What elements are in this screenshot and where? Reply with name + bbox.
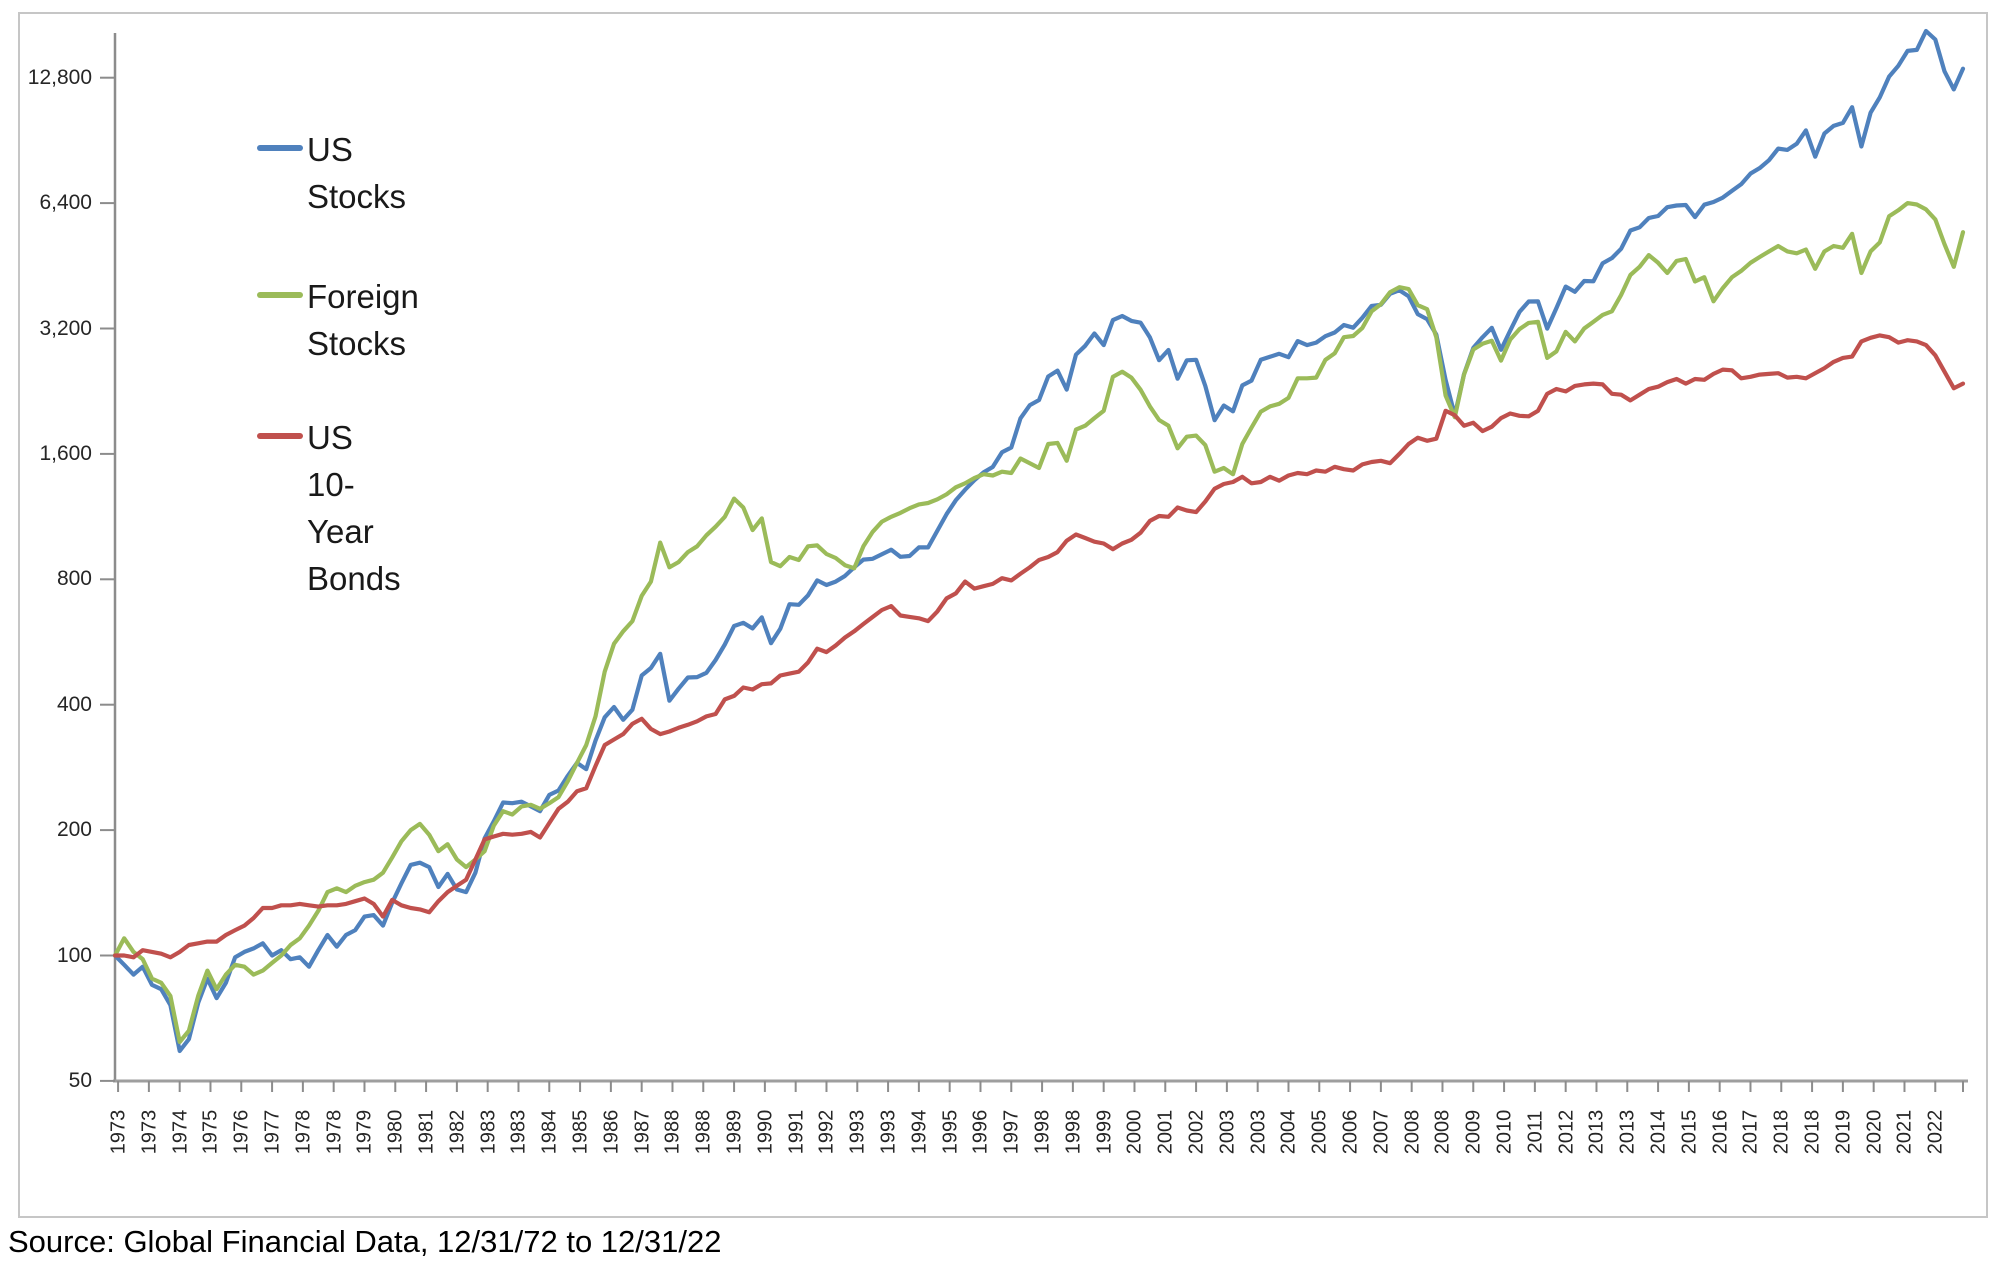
x-tick-label: 2010 bbox=[1493, 1109, 1516, 1155]
source-note: Source: Global Financial Data, 12/31/72 … bbox=[8, 1224, 722, 1259]
x-tick-label: 1982 bbox=[446, 1109, 469, 1155]
x-tick-label: 2013 bbox=[1585, 1109, 1608, 1155]
x-tick-label: 1978 bbox=[292, 1109, 315, 1155]
x-tick-label: 1975 bbox=[199, 1109, 222, 1155]
series-line-foreign-stocks bbox=[112, 201, 1966, 1045]
x-tick-label: 2016 bbox=[1709, 1109, 1732, 1155]
foreign-stocks-line-swatch bbox=[257, 292, 303, 298]
y-tick-label: 3,200 bbox=[39, 316, 92, 340]
x-tick-label: 1987 bbox=[631, 1109, 654, 1155]
x-tick-label: 1983 bbox=[477, 1109, 500, 1155]
x-tick-label: 1994 bbox=[908, 1109, 931, 1155]
x-tick-label: 2006 bbox=[1339, 1109, 1362, 1155]
x-tick-label: 2022 bbox=[1924, 1109, 1947, 1155]
x-tick-label: 2017 bbox=[1739, 1109, 1762, 1155]
x-tick-label: 2019 bbox=[1832, 1109, 1855, 1155]
x-tick-label: 1973 bbox=[107, 1109, 130, 1155]
x-tick-label: 2011 bbox=[1524, 1110, 1547, 1154]
x-tick-label: 2018 bbox=[1770, 1109, 1793, 1155]
x-tick-label: 1974 bbox=[169, 1109, 192, 1155]
x-tick-label: 1993 bbox=[877, 1109, 900, 1155]
x-tick-label: 2005 bbox=[1308, 1109, 1331, 1155]
x-tick-label: 1980 bbox=[384, 1109, 407, 1155]
x-tick-label: 1998 bbox=[1031, 1109, 1054, 1155]
x-tick-label: 2018 bbox=[1801, 1109, 1824, 1155]
legend-item-us-10-year-bonds: US 10-Year Bonds bbox=[257, 414, 401, 602]
x-tick-label: 2000 bbox=[1123, 1109, 1146, 1155]
x-tick-label: 1986 bbox=[600, 1109, 623, 1155]
x-tick-label: 2013 bbox=[1616, 1109, 1639, 1155]
x-tick-label: 1981 bbox=[415, 1109, 438, 1155]
x-tick-label: 1973 bbox=[138, 1109, 161, 1155]
x-tick-label: 2001 bbox=[1154, 1109, 1177, 1155]
x-tick-label: 1978 bbox=[323, 1109, 346, 1155]
x-tick-label: 2008 bbox=[1431, 1109, 1454, 1155]
x-tick-label: 1999 bbox=[1093, 1109, 1116, 1155]
us-stocks-line-swatch bbox=[257, 145, 303, 151]
legend-label-foreign-stocks: Foreign Stocks bbox=[307, 278, 419, 362]
x-tick-label: 1988 bbox=[692, 1109, 715, 1155]
x-tick-label: 2014 bbox=[1647, 1109, 1670, 1155]
x-tick-label: 2007 bbox=[1370, 1109, 1393, 1155]
x-tick-label: 1989 bbox=[723, 1109, 746, 1155]
x-tick-label: 1997 bbox=[1000, 1109, 1023, 1155]
legend-item-us-stocks: US Stocks bbox=[257, 126, 406, 220]
us-10-year-bonds-line-swatch bbox=[257, 433, 303, 439]
y-tick-label: 50 bbox=[68, 1068, 92, 1092]
x-tick-label: 1995 bbox=[939, 1109, 962, 1155]
y-tick-label: 100 bbox=[56, 943, 92, 967]
legend-item-foreign-stocks: Foreign Stocks bbox=[257, 273, 419, 367]
x-tick-label: 1998 bbox=[1062, 1109, 1085, 1155]
x-tick-label: 1988 bbox=[661, 1109, 684, 1155]
series-line-us-stocks bbox=[112, 28, 1966, 1054]
x-tick-label: 2008 bbox=[1401, 1109, 1424, 1155]
x-tick-label: 1996 bbox=[969, 1109, 992, 1155]
legend-label-us-10-year-bonds: US 10-Year Bonds bbox=[307, 419, 401, 597]
x-tick-label: 2012 bbox=[1555, 1109, 1578, 1155]
x-tick-label: 2020 bbox=[1863, 1109, 1886, 1155]
x-tick-label: 1985 bbox=[569, 1109, 592, 1155]
x-tick-label: 2002 bbox=[1185, 1109, 1208, 1155]
legend-label-us-stocks: US Stocks bbox=[307, 131, 407, 215]
x-tick-label: 1984 bbox=[538, 1109, 561, 1155]
y-tick-label: 1,600 bbox=[39, 441, 92, 465]
x-tick-label: 2003 bbox=[1216, 1109, 1239, 1155]
y-tick-label: 200 bbox=[56, 818, 92, 842]
y-tick-label: 400 bbox=[56, 692, 92, 716]
x-tick-label: 1976 bbox=[230, 1109, 253, 1155]
x-tick-label: 1983 bbox=[507, 1109, 530, 1155]
series-line-us-10-year-bonds bbox=[112, 333, 1966, 960]
x-tick-label: 2015 bbox=[1678, 1109, 1701, 1155]
x-tick-label: 1991 bbox=[785, 1109, 808, 1155]
x-tick-label: 2021 bbox=[1893, 1109, 1916, 1155]
y-tick-label: 800 bbox=[56, 567, 92, 591]
x-tick-label: 1977 bbox=[261, 1109, 284, 1155]
y-tick-label: 12,800 bbox=[27, 65, 92, 89]
x-tick-label: 1979 bbox=[353, 1109, 376, 1155]
x-tick-label: 1992 bbox=[815, 1109, 838, 1155]
x-tick-label: 1993 bbox=[846, 1109, 869, 1155]
y-tick-label: 6,400 bbox=[39, 191, 92, 215]
x-tick-label: 2004 bbox=[1277, 1109, 1300, 1155]
x-tick-label: 1990 bbox=[754, 1109, 777, 1155]
x-tick-label: 2003 bbox=[1247, 1109, 1270, 1155]
x-tick-label: 2009 bbox=[1462, 1109, 1485, 1155]
